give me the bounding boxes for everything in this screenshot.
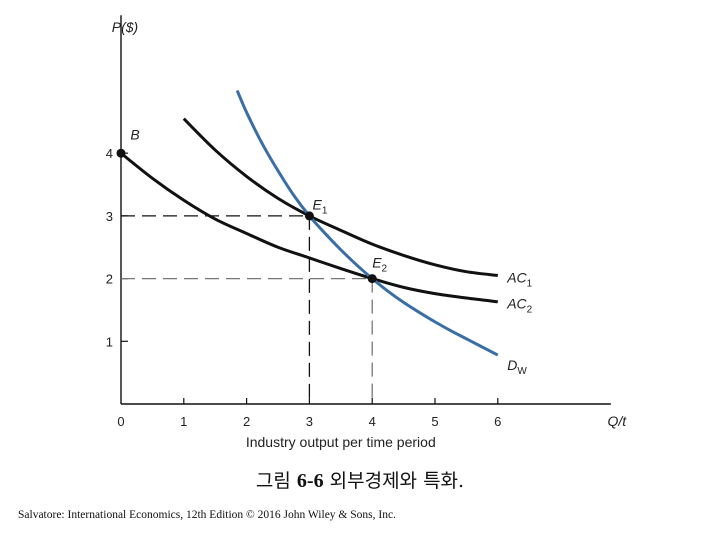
axes: 0 1 2 3 4 5 6 1 2 3 4 P($) Q/t Industry output per ti… xyxy=(106,15,628,450)
point-e1 xyxy=(304,211,314,221)
x-axis-end-label: Q/t xyxy=(608,413,628,429)
curve-ac2 xyxy=(120,152,498,304)
series-label-ac2: AC2 xyxy=(506,296,532,316)
y-tick-label: 2 xyxy=(106,272,113,287)
x-axis-title: Industry output per time period xyxy=(246,434,436,450)
source-credit: Salvatore: International Economics, 12th… xyxy=(18,509,396,521)
x-tick-label: 3 xyxy=(306,414,313,429)
curve-dw xyxy=(235,89,499,357)
x-tick-label: 1 xyxy=(180,414,187,429)
series-label-dw: DW xyxy=(507,357,527,377)
point-b xyxy=(116,148,126,158)
y-axis-title: P($) xyxy=(112,19,138,35)
caption-figure-number: 6-6 xyxy=(296,470,324,492)
x-tick-label: 5 xyxy=(431,414,438,429)
chart: 0 1 2 3 4 5 6 1 2 3 4 P($) Q/t Industry output per ti… xyxy=(106,15,628,450)
point-markers xyxy=(116,148,377,284)
point-label-b: B xyxy=(130,126,139,142)
point-label-e2: E2 xyxy=(372,254,387,274)
x-tick-label: 6 xyxy=(494,414,501,429)
series-label-ac1: AC1 xyxy=(506,269,532,289)
point-e2 xyxy=(367,274,377,284)
caption-title: 외부경제와 특화. xyxy=(329,470,465,492)
curve-ac1 xyxy=(182,117,498,277)
x-tick-label: 0 xyxy=(117,414,124,429)
x-tick-label: 2 xyxy=(243,414,250,429)
caption-prefix: 그림 xyxy=(255,470,291,492)
reference-lines xyxy=(121,215,373,404)
y-tick-label: 1 xyxy=(106,334,113,349)
curves xyxy=(120,89,499,357)
y-tick-label: 4 xyxy=(106,146,113,161)
y-tick-label: 3 xyxy=(106,209,113,224)
point-label-e1: E1 xyxy=(313,197,328,217)
x-tick-label: 4 xyxy=(369,414,376,429)
labels: B E1 E2 AC1 AC2 DW xyxy=(130,126,532,377)
figure-caption: 그림 6-6 외부경제와 특화. xyxy=(0,466,720,493)
